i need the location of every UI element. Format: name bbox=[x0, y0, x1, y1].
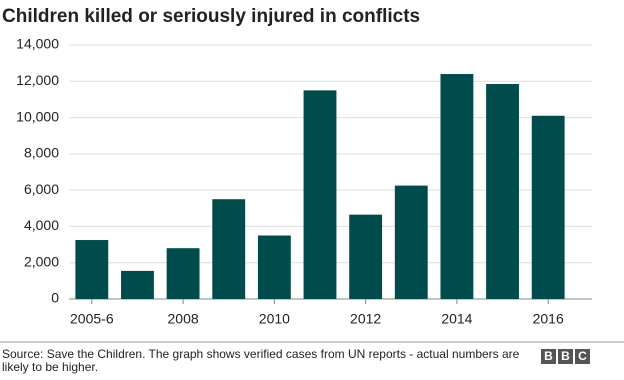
bar bbox=[531, 115, 565, 299]
bar bbox=[121, 270, 154, 299]
y-tick-label: 10,000 bbox=[16, 108, 59, 124]
y-tick-label: 14,000 bbox=[16, 36, 59, 52]
x-tick-label: 2010 bbox=[259, 311, 290, 327]
chart: Children killed or seriously injured in … bbox=[0, 6, 624, 343]
x-tick-label: 2008 bbox=[168, 311, 199, 327]
chart-title: Children killed or seriously injured in … bbox=[2, 6, 420, 27]
logo-letter: B bbox=[558, 349, 573, 364]
bar bbox=[257, 235, 291, 299]
source-note: Source: Save the Children. The graph sho… bbox=[2, 347, 520, 374]
logo-letter: B bbox=[541, 349, 556, 364]
x-tick-label: 2016 bbox=[533, 311, 564, 327]
bar bbox=[75, 240, 109, 299]
y-tick-label: 12,000 bbox=[16, 72, 59, 88]
bar bbox=[303, 90, 337, 299]
y-tick-label: 8,000 bbox=[24, 145, 59, 161]
bar bbox=[394, 185, 428, 299]
y-tick-label: 0 bbox=[51, 290, 59, 306]
logo-letter: C bbox=[575, 349, 590, 364]
bar bbox=[486, 84, 519, 299]
y-tick-label: 2,000 bbox=[24, 253, 59, 269]
logo: B B C bbox=[541, 349, 590, 364]
x-tick-label: 2005-6 bbox=[70, 311, 114, 327]
x-tick-label: 2012 bbox=[350, 311, 381, 327]
bar bbox=[212, 199, 246, 299]
y-tick-label: 4,000 bbox=[24, 217, 59, 233]
y-tick-label: 6,000 bbox=[24, 181, 59, 197]
bar bbox=[349, 214, 383, 299]
bar bbox=[166, 248, 200, 299]
bar bbox=[440, 74, 474, 300]
x-tick-label: 2014 bbox=[441, 311, 472, 327]
